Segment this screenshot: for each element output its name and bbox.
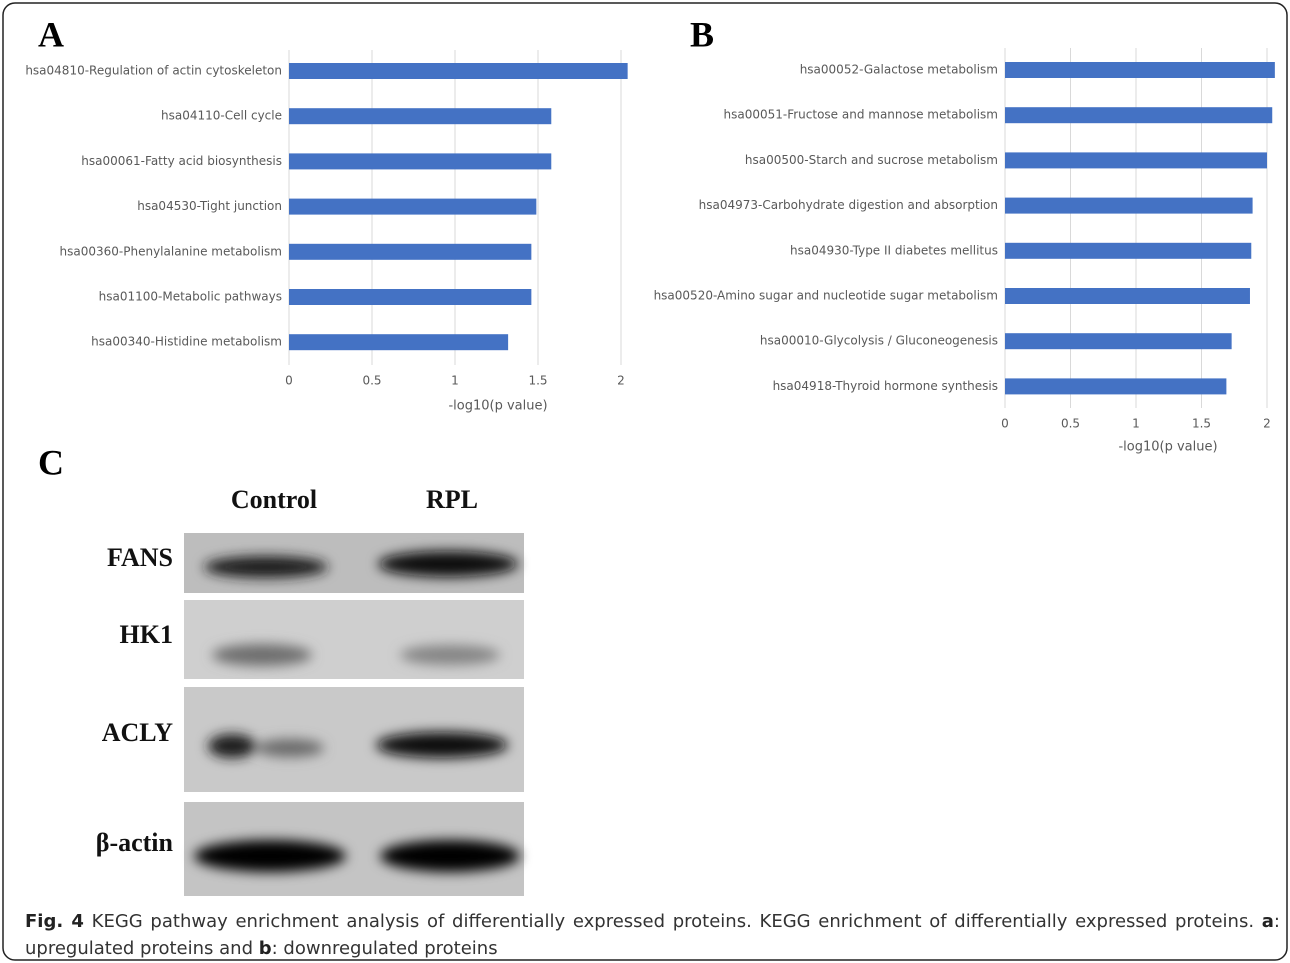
category-label: hsa04918-Thyroid hormone synthesis: [773, 379, 998, 393]
panel-label: C: [38, 442, 64, 482]
x-tick-label: 1.5: [1192, 417, 1211, 431]
x-tick-label: 0.5: [362, 374, 381, 388]
x-axis-label: -log10(p value): [448, 399, 547, 414]
caption-text: KEGG pathway enrichment analysis of diff…: [84, 911, 1262, 932]
x-tick-label: 0: [285, 374, 293, 388]
blot-image: Control RPL FANS HK1 ACLY β-actin: [96, 485, 524, 896]
lane-label: RPL: [426, 485, 478, 514]
caption-key: b: [259, 938, 272, 959]
bar: [289, 153, 551, 169]
x-tick-label: 1: [1132, 417, 1140, 431]
caption-label: Fig. 4: [25, 911, 84, 932]
x-tick-label: 1.5: [528, 374, 547, 388]
panel-label: B: [690, 14, 714, 54]
bar: [1005, 243, 1251, 259]
category-label: hsa00051-Fructose and mannose metabolism: [723, 108, 998, 122]
x-tick-label: 0: [1001, 417, 1009, 431]
row-label: ACLY: [102, 718, 174, 747]
x-tick-label: 1: [451, 374, 459, 388]
bar: [289, 289, 531, 305]
bar: [1005, 288, 1250, 304]
blot-strip: [184, 600, 524, 679]
bar: [1005, 107, 1272, 123]
category-label: hsa04930-Type II diabetes mellitus: [790, 243, 998, 257]
figure: A B C Control RPL FANS HK1 ACLY β-actin …: [0, 0, 1290, 963]
row-label: FANS: [107, 543, 173, 572]
bar: [1005, 62, 1275, 78]
bar: [289, 334, 508, 350]
bar: [1005, 198, 1253, 214]
row-label: β-actin: [96, 828, 174, 857]
x-tick-label: 2: [617, 374, 625, 388]
category-label: hsa04530-Tight junction: [137, 199, 282, 213]
category-label: hsa01100-Metabolic pathways: [99, 290, 282, 304]
bar: [1005, 152, 1267, 168]
lane-label: Control: [231, 485, 317, 514]
page: A B C Control RPL FANS HK1 ACLY β-actin …: [0, 0, 1290, 963]
panel-label: A: [38, 14, 64, 54]
category-label: hsa04810-Regulation of actin cytoskeleto…: [25, 64, 282, 78]
figure-caption: Fig. 4 KEGG pathway enrichment analysis …: [25, 908, 1280, 962]
x-tick-label: 0.5: [1061, 417, 1080, 431]
row-label: HK1: [120, 620, 173, 649]
bar: [289, 244, 531, 260]
bar: [289, 108, 551, 124]
category-label: hsa00010-Glycolysis / Gluconeogenesis: [760, 334, 998, 348]
caption-text: : downregulated proteins: [272, 938, 498, 959]
bar: [289, 199, 536, 215]
x-axis-label: -log10(p value): [1118, 440, 1217, 455]
category-label: hsa00061-Fatty acid biosynthesis: [81, 154, 282, 168]
category-label: hsa00340-Histidine metabolism: [91, 335, 282, 349]
bar: [289, 63, 628, 79]
category-label: hsa04973-Carbohydrate digestion and abso…: [699, 198, 998, 212]
bar: [1005, 333, 1232, 349]
category-label: hsa00500-Starch and sucrose metabolism: [745, 153, 998, 167]
caption-key: a: [1262, 911, 1274, 932]
category-label: hsa00052-Galactose metabolism: [800, 63, 998, 77]
category-label: hsa04110-Cell cycle: [161, 109, 282, 123]
x-tick-label: 2: [1263, 417, 1271, 431]
bar: [1005, 378, 1226, 394]
category-label: hsa00520-Amino sugar and nucleotide suga…: [654, 289, 998, 303]
category-label: hsa00360-Phenylalanine metabolism: [60, 244, 282, 258]
